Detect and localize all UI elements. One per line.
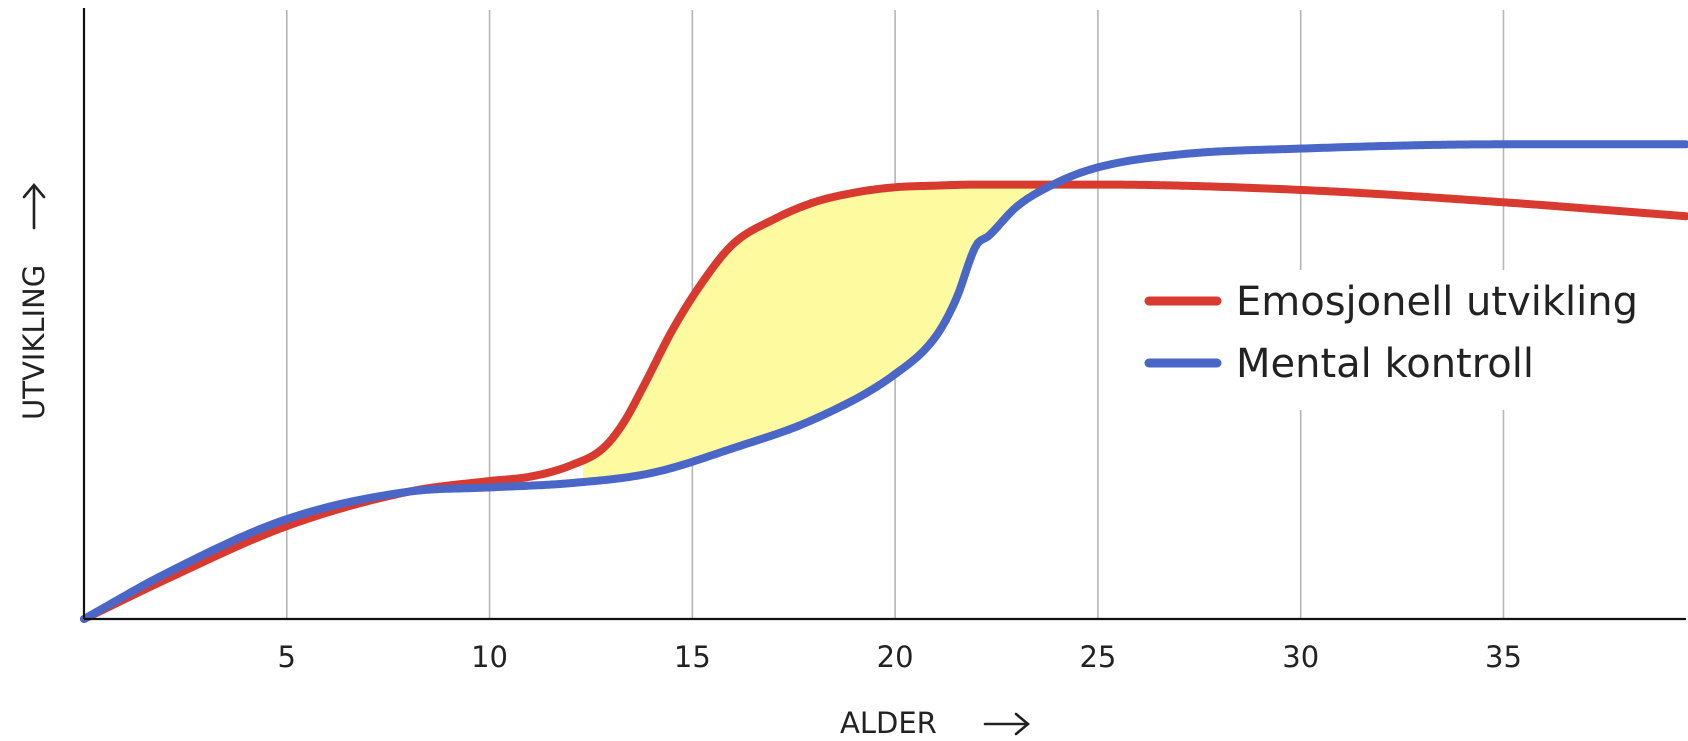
legend-label-mental: Mental kontroll — [1236, 341, 1534, 387]
legend: Emosjonell utvikling Mental kontroll — [1130, 270, 1675, 410]
x-tick-label-35: 35 — [1485, 640, 1522, 674]
y-axis-arrow-icon — [22, 182, 46, 230]
x-tick-labels: 5 10 15 20 25 30 35 — [278, 640, 1522, 674]
series-lines — [80, 140, 1688, 623]
x-axis-title: ALDER — [840, 706, 937, 740]
series-line-mental — [80, 140, 1688, 623]
x-tick-label-10: 10 — [471, 640, 508, 674]
x-tick-label-25: 25 — [1079, 640, 1116, 674]
x-axis-title-group: ALDER — [840, 706, 1031, 740]
x-axis-arrow-icon — [983, 712, 1031, 736]
x-tick-label-30: 30 — [1282, 640, 1319, 674]
gap-shaded-region — [582, 184, 1038, 483]
y-axis-title: UTVIKLING — [17, 265, 51, 420]
x-tick-label-15: 15 — [674, 640, 711, 674]
legend-label-emosjonell: Emosjonell utvikling — [1236, 279, 1638, 325]
x-tick-label-20: 20 — [877, 640, 914, 674]
x-tick-label-5: 5 — [278, 640, 296, 674]
y-axis-title-group: UTVIKLING — [17, 182, 51, 420]
legend-background — [1130, 270, 1675, 410]
